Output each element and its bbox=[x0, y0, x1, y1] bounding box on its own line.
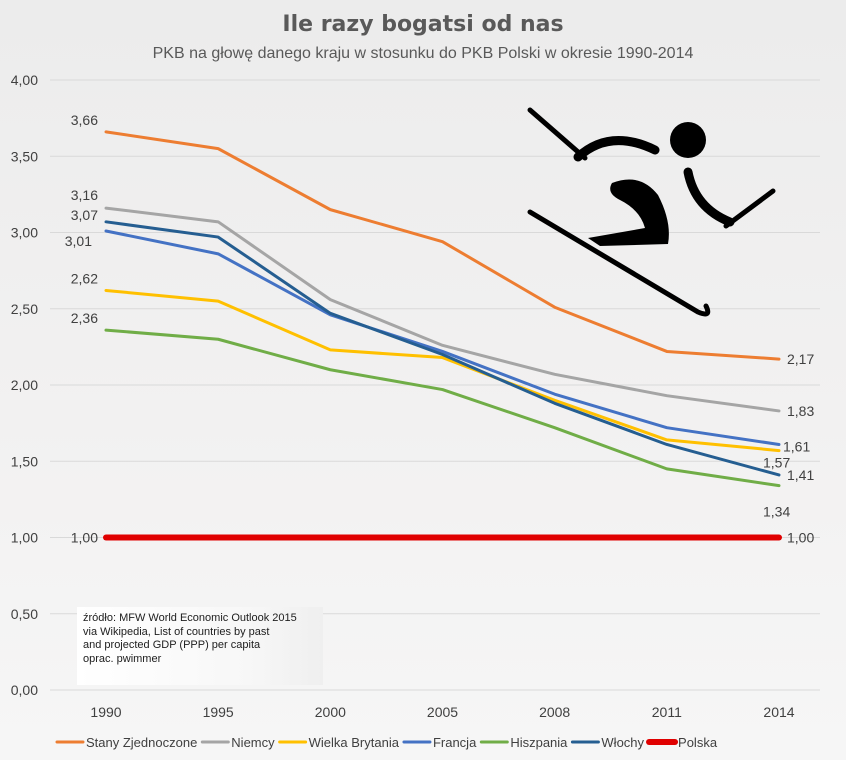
series-line bbox=[104, 328, 781, 488]
x-tick-label: 1995 bbox=[203, 704, 234, 720]
x-tick-label: 2008 bbox=[539, 704, 570, 720]
y-tick-label: 1,50 bbox=[11, 453, 38, 469]
source-line-1: źródło: MFW World Economic Outlook 2015 bbox=[83, 612, 297, 624]
x-tick-label: 2000 bbox=[315, 704, 346, 720]
chart-title: Ile razy bogatsi od nas bbox=[282, 12, 563, 37]
data-label-end: 1,83 bbox=[787, 403, 814, 419]
data-label-start: 3,01 bbox=[65, 233, 92, 249]
x-tick-label: 1990 bbox=[90, 704, 121, 720]
y-tick-label: 4,00 bbox=[11, 72, 38, 88]
data-label-end: 1,61 bbox=[783, 438, 810, 454]
legend-item: Stany Zjednoczone bbox=[86, 735, 197, 750]
source-line-3: and projected GDP (PPP) per capita bbox=[83, 639, 261, 651]
source-line-4: oprac. pwimmer bbox=[83, 652, 162, 665]
chart-subtitle: PKB na głowę danego kraju w stosunku do … bbox=[153, 45, 694, 62]
legend-item: Włochy bbox=[601, 735, 644, 750]
x-tick-label: 2011 bbox=[652, 704, 682, 720]
data-label-start: 2,62 bbox=[71, 270, 98, 286]
series-line bbox=[104, 130, 781, 361]
data-label-end: 1,41 bbox=[787, 467, 814, 483]
data-label-start: 3,16 bbox=[71, 187, 98, 203]
data-label-end: 1,00 bbox=[787, 530, 814, 546]
y-tick-label: 1,00 bbox=[11, 530, 38, 546]
legend-item: Niemcy bbox=[231, 735, 275, 750]
x-tick-label: 2014 bbox=[763, 704, 794, 720]
legend-item: Wielka Brytania bbox=[309, 735, 400, 750]
legend-item: Hiszpania bbox=[510, 735, 568, 750]
series-lines bbox=[103, 130, 782, 541]
y-tick-label: 3,50 bbox=[11, 148, 38, 164]
gridlines bbox=[50, 79, 820, 691]
series-line bbox=[104, 288, 781, 453]
y-tick-label: 2,00 bbox=[11, 377, 38, 393]
y-tick-label: 0,50 bbox=[11, 606, 38, 622]
y-tick-label: 3,00 bbox=[11, 225, 38, 241]
y-tick-label: 2,50 bbox=[11, 301, 38, 317]
series-line bbox=[104, 220, 781, 477]
x-tick-label: 2005 bbox=[427, 704, 458, 720]
legend-item: Polska bbox=[678, 735, 718, 750]
data-label-start: 3,66 bbox=[71, 112, 98, 128]
data-label-start: 2,36 bbox=[71, 310, 98, 326]
series-line bbox=[104, 229, 781, 446]
y-tick-label: 0,00 bbox=[11, 682, 38, 698]
data-label-end: 2,17 bbox=[787, 351, 814, 367]
y-axis: 0,00 0,50 1,00 1,50 2,00 2,50 3,00 3,50 4,00 bbox=[11, 72, 38, 698]
x-axis: 1990 1995 2000 2005 2008 2011 2014 bbox=[90, 704, 794, 720]
data-label-start: 3,07 bbox=[71, 207, 98, 223]
data-label-end: 1,34 bbox=[763, 504, 790, 520]
legend: Stany Zjednoczone Niemcy Wielka Brytania Fr… bbox=[55, 735, 718, 750]
data-label-end: 1,57 bbox=[763, 455, 790, 471]
ski-jumper-icon bbox=[527, 107, 776, 317]
source-line-2: via Wikipedia, List of countries by past bbox=[83, 625, 270, 638]
legend-item: Francja bbox=[433, 735, 477, 750]
data-labels: 3,66 2,17 3,16 1,83 2,62 1,57 3,01 1,61 2,36 1,34… bbox=[65, 112, 815, 546]
series-line bbox=[104, 206, 781, 413]
source-note: źródło: MFW World Economic Outlook 2015 … bbox=[77, 607, 323, 685]
data-label-start: 1,00 bbox=[71, 530, 98, 546]
